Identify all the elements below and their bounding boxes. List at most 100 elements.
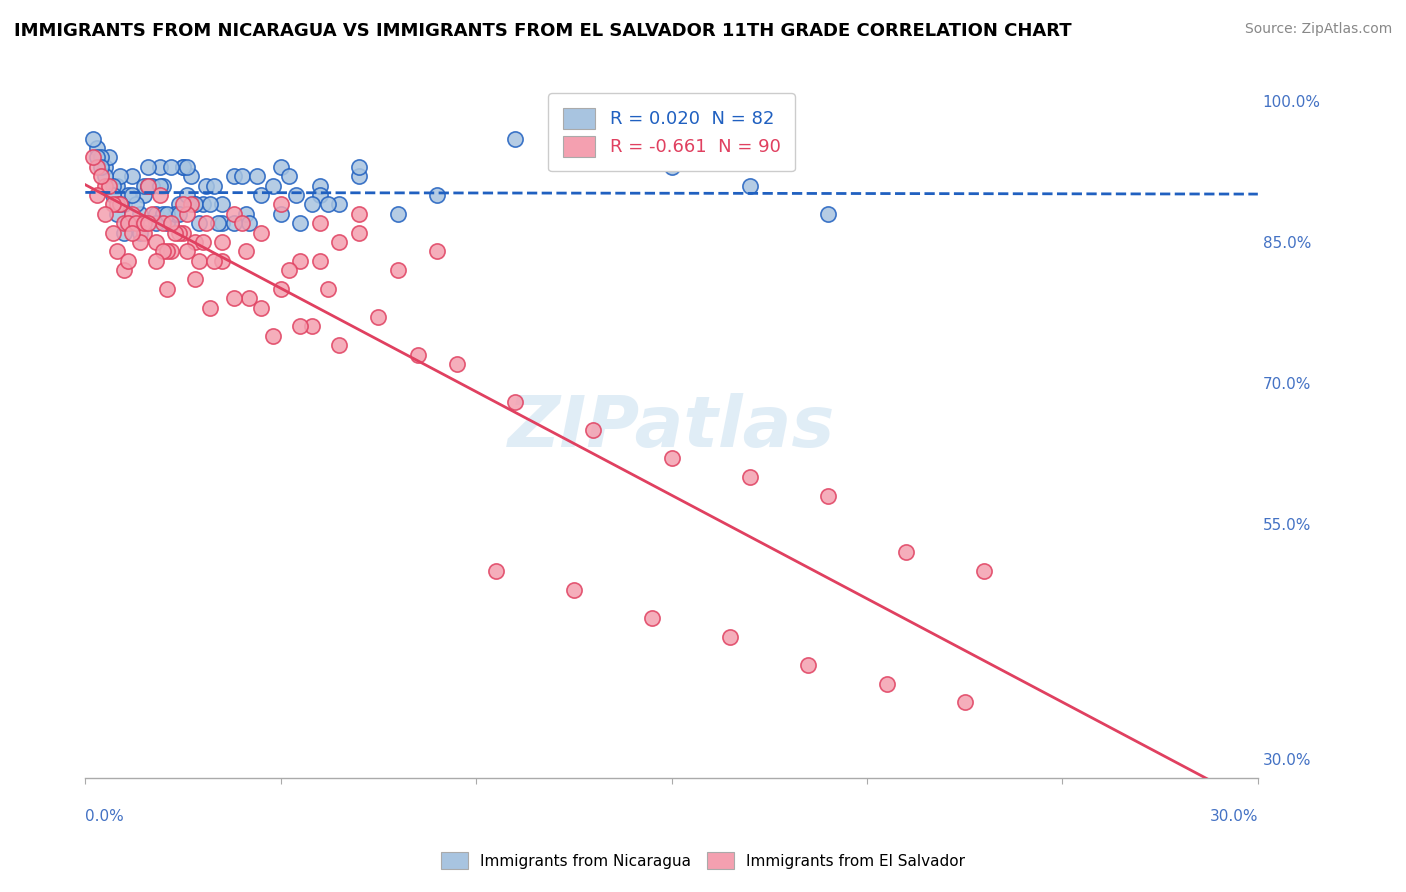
Point <box>110 197 132 211</box>
Point <box>503 394 526 409</box>
Point <box>290 253 312 268</box>
Point <box>270 197 292 211</box>
Point <box>235 207 257 221</box>
Point <box>387 207 409 221</box>
Point <box>176 244 198 259</box>
Point <box>270 160 292 174</box>
Point <box>86 160 108 174</box>
Point <box>167 197 190 211</box>
Point <box>582 423 605 437</box>
Point <box>145 235 167 249</box>
Point <box>202 178 225 193</box>
Point <box>195 216 218 230</box>
Text: 0.0%: 0.0% <box>86 809 124 824</box>
Point <box>187 253 209 268</box>
Point <box>160 216 183 230</box>
Point <box>148 178 170 193</box>
Point <box>347 169 370 183</box>
Point <box>308 253 330 268</box>
Point <box>184 197 207 211</box>
Point <box>94 178 117 193</box>
Point <box>187 216 209 230</box>
Point <box>156 216 179 230</box>
Point <box>211 253 233 268</box>
Point <box>82 131 104 145</box>
Point <box>270 282 292 296</box>
Point <box>148 188 170 202</box>
Point <box>406 348 429 362</box>
Point <box>387 263 409 277</box>
Point <box>167 226 190 240</box>
Point <box>101 188 124 202</box>
Point <box>202 253 225 268</box>
Point <box>160 244 183 259</box>
Point <box>485 564 508 578</box>
Text: IMMIGRANTS FROM NICARAGUA VS IMMIGRANTS FROM EL SALVADOR 11TH GRADE CORRELATION : IMMIGRANTS FROM NICARAGUA VS IMMIGRANTS … <box>14 22 1071 40</box>
Point <box>211 235 233 249</box>
Point <box>86 188 108 202</box>
Text: 30.0%: 30.0% <box>1209 809 1258 824</box>
Point <box>172 226 194 240</box>
Point <box>235 244 257 259</box>
Point <box>132 178 155 193</box>
Point <box>86 141 108 155</box>
Point <box>641 611 664 625</box>
Point <box>121 226 143 240</box>
Point <box>136 178 159 193</box>
Point <box>738 178 761 193</box>
Point <box>328 235 350 249</box>
Point <box>817 489 839 503</box>
Point <box>172 160 194 174</box>
Point <box>277 169 299 183</box>
Point <box>136 178 159 193</box>
Point <box>105 207 128 221</box>
Point <box>894 545 917 559</box>
Point <box>180 197 202 211</box>
Point <box>200 301 222 315</box>
Point <box>94 160 117 174</box>
Point <box>262 329 284 343</box>
Point <box>90 169 112 183</box>
Point <box>250 188 273 202</box>
Point <box>101 178 124 193</box>
Point <box>145 216 167 230</box>
Point <box>132 226 155 240</box>
Point <box>152 207 174 221</box>
Point <box>152 244 174 259</box>
Point <box>231 216 253 230</box>
Point <box>290 216 312 230</box>
Point <box>97 150 120 164</box>
Point <box>141 178 163 193</box>
Point <box>97 178 120 193</box>
Point <box>308 188 330 202</box>
Point <box>105 178 128 193</box>
Point <box>308 216 330 230</box>
Point <box>117 188 139 202</box>
Legend: R = 0.020  N = 82, R = -0.661  N = 90: R = 0.020 N = 82, R = -0.661 N = 90 <box>548 94 794 171</box>
Point <box>112 226 135 240</box>
Point <box>238 216 260 230</box>
Point <box>94 207 117 221</box>
Point <box>250 226 273 240</box>
Text: ZIPatlas: ZIPatlas <box>508 393 835 462</box>
Point <box>148 160 170 174</box>
Point <box>136 216 159 230</box>
Point <box>129 235 152 249</box>
Point <box>112 263 135 277</box>
Point <box>167 207 190 221</box>
Point <box>347 160 370 174</box>
Point <box>117 216 139 230</box>
Point <box>105 244 128 259</box>
Point <box>270 207 292 221</box>
Point <box>145 207 167 221</box>
Point <box>661 160 683 174</box>
Point <box>301 319 323 334</box>
Point <box>90 150 112 164</box>
Point <box>191 235 214 249</box>
Point <box>200 197 222 211</box>
Point <box>446 357 468 371</box>
Point <box>250 301 273 315</box>
Point <box>290 319 312 334</box>
Point <box>238 291 260 305</box>
Point <box>953 695 976 709</box>
